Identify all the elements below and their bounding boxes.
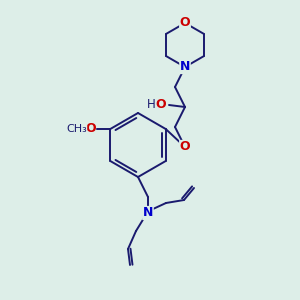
Text: CH₃: CH₃ [66,124,87,134]
Text: N: N [180,61,190,74]
Text: O: O [156,98,166,112]
Text: H: H [147,98,155,112]
Text: O: O [180,140,190,154]
Text: O: O [180,16,190,29]
Text: N: N [143,206,153,220]
Text: O: O [85,122,96,136]
